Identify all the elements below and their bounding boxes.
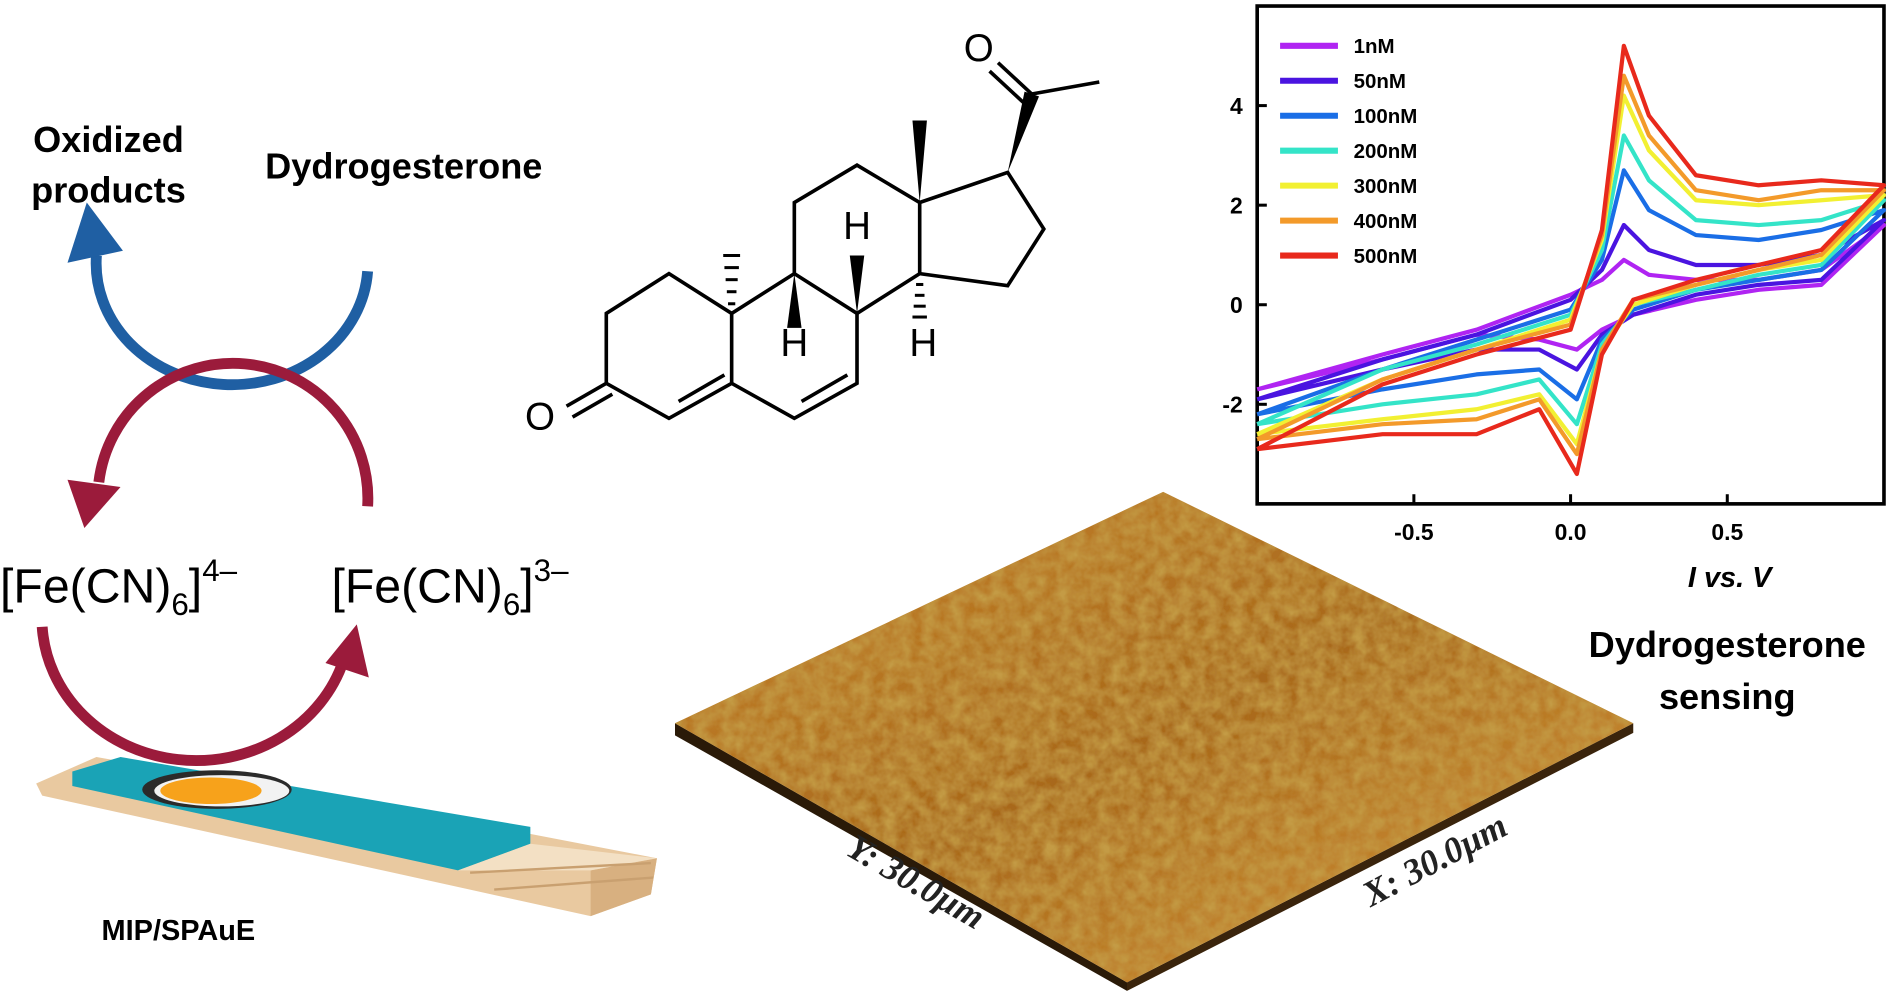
caption: Dydrogesterone bbox=[1589, 624, 1866, 665]
atom-label: O bbox=[964, 27, 994, 70]
ion-close: ] bbox=[520, 560, 533, 614]
cv-curve bbox=[1256, 43, 1887, 477]
legend-label: 500nM bbox=[1354, 245, 1418, 268]
arrow bbox=[90, 255, 374, 391]
y-tick-label: -2 bbox=[1222, 392, 1242, 418]
arrow bbox=[36, 626, 349, 766]
legend-label: 50nM bbox=[1354, 70, 1406, 93]
arrow-head bbox=[67, 202, 123, 263]
arrow bbox=[93, 357, 374, 507]
y-tick-label: 0 bbox=[1230, 292, 1243, 318]
ion-subscript: 6 bbox=[171, 587, 188, 622]
legend-label: 1nM bbox=[1354, 35, 1395, 58]
ion-base: [Fe(CN) bbox=[0, 560, 171, 614]
ion-base: [Fe(CN) bbox=[331, 560, 502, 614]
cv-chart: -2 0 2 4 -0.5 0.0 0.5 1nM 50nM 100nM 200nM 300nM 400… bbox=[1222, 4, 1887, 545]
ion-charge: 4– bbox=[202, 553, 237, 588]
afm-surface bbox=[675, 491, 1634, 991]
x-axis-label: I vs. V bbox=[1688, 562, 1774, 594]
legend-label: 400nM bbox=[1354, 210, 1418, 233]
ion-close: ] bbox=[189, 560, 202, 614]
ferricyanide: [Fe(CN)6]3– bbox=[331, 553, 569, 622]
atom-label: O bbox=[525, 396, 555, 439]
x-tick-label: -0.5 bbox=[1394, 519, 1434, 545]
atom-label: H bbox=[909, 322, 937, 365]
x-tick-label: 0.5 bbox=[1711, 519, 1743, 545]
atom-label: H bbox=[843, 205, 871, 248]
legend-label: 200nM bbox=[1354, 140, 1418, 163]
ion-charge: 3– bbox=[534, 553, 569, 588]
caption: sensing bbox=[1659, 676, 1796, 717]
molecule-wedges bbox=[787, 91, 1040, 328]
legend-label: 100nM bbox=[1354, 105, 1418, 128]
molecule bbox=[565, 61, 1100, 421]
legend-label: 300nM bbox=[1354, 175, 1418, 198]
oxidized-products: products bbox=[31, 170, 186, 211]
electrode-label: MIP/SPAuE bbox=[102, 915, 256, 947]
ferrocyanide: [Fe(CN)6]4– bbox=[0, 553, 238, 622]
arrow-head bbox=[325, 624, 369, 678]
oxidized-products: Oxidized bbox=[33, 119, 184, 160]
analyte-label: Dydrogesterone bbox=[265, 145, 542, 186]
atom-label: H bbox=[780, 322, 808, 365]
y-tick-label: 2 bbox=[1230, 193, 1243, 219]
electrode bbox=[36, 757, 657, 917]
x-tick-label: 0.0 bbox=[1555, 519, 1587, 545]
molecule-hashes bbox=[723, 254, 927, 319]
arrow-head bbox=[67, 479, 121, 528]
y-tick-label: 4 bbox=[1230, 93, 1243, 119]
ion-subscript: 6 bbox=[503, 587, 520, 622]
